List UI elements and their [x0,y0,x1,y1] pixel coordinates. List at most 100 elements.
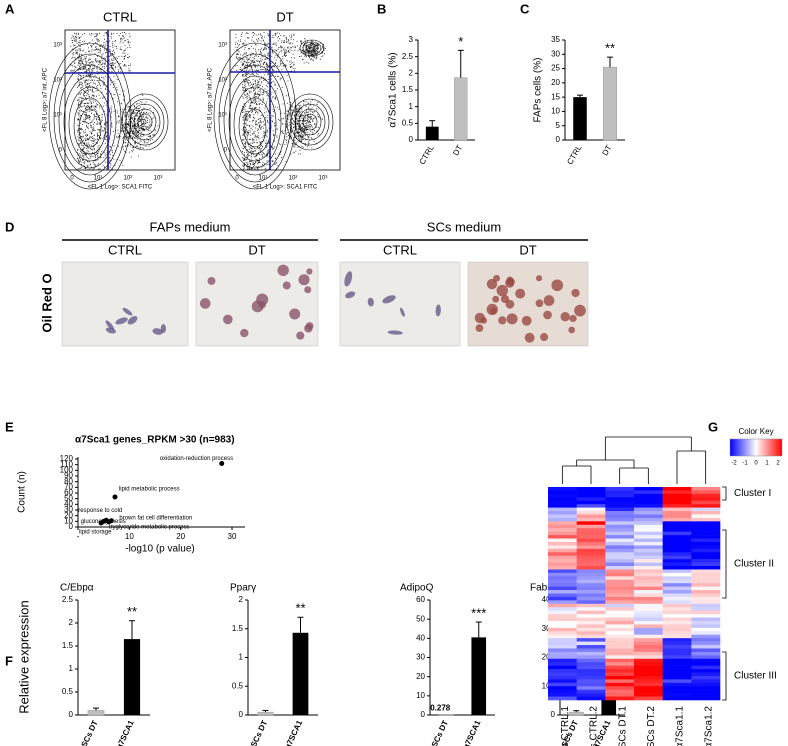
bar [87,710,105,716]
contour [137,113,153,131]
heat-cell [691,517,721,522]
cell [240,328,249,338]
heat-cell [634,689,663,694]
y-tick-label: 0 [556,135,561,144]
panel-label: F [5,653,13,668]
y-tick-label: 30 [551,49,560,58]
heat-cell [634,651,663,656]
heat-cell [662,572,692,577]
heat-cell [691,641,721,646]
significance: * [458,34,463,49]
heat-cell [662,648,692,653]
cell [296,331,305,340]
heat-cell [634,672,663,677]
heat-cell [576,511,606,515]
heat-cell [634,493,663,498]
bar [603,66,617,141]
heat-cell [548,596,577,601]
heat-cell [548,490,577,495]
contour [63,75,117,169]
heat-cell [548,535,577,539]
heat-cell [576,507,606,512]
cell [551,279,564,292]
significance: ** [295,601,305,616]
chart-title: α7Sca1 genes_RPKM >30 (n=983) [75,435,235,446]
condition-label: CTRL [108,242,142,257]
heat-cell [548,624,577,629]
heat-cell [576,566,606,570]
heat-cell [548,538,577,543]
contour [73,97,107,155]
cell [105,320,115,330]
key-tick-label: 0 [754,461,758,467]
column-label: SCs DT.2 [646,706,657,746]
heat-cell [691,555,721,560]
heat-cell [634,655,663,660]
y-tick-label: 10¹ [218,113,227,119]
heat-cell [605,493,635,498]
heat-cell [662,524,692,529]
heat-cell [691,696,721,701]
heat-cell [548,593,577,598]
heat-cell [576,579,606,584]
heat-cell [634,645,663,649]
contour [302,41,322,55]
x-tick-label: CTRL [565,143,584,166]
heat-cell [662,514,692,519]
heat-cell [548,487,577,491]
heat-cell [548,555,577,560]
heat-cell [605,610,635,615]
y-tick-label: 20 [64,511,73,520]
cell [222,314,233,325]
y-tick-label: 0.5 [232,681,244,690]
x-tick-label: SCs DT [80,719,100,746]
heat-cell [662,672,692,677]
heat-cell [576,490,606,495]
heat-cell [662,651,692,656]
heat-cell [548,504,577,508]
heat-cell [691,562,721,567]
heat-cell [662,511,692,515]
heat-cell [662,497,692,502]
y-tick-label: 70 [64,482,73,491]
heat-cell [605,569,635,574]
x-tick-label: DT [451,143,464,157]
heat-cell [605,521,635,526]
heat-cell [634,562,663,567]
heat-cell [634,538,663,543]
y-tick-label: 2.5 [402,52,414,61]
y-tick-label: 1.5 [402,85,414,94]
cell [486,303,498,316]
heat-cell [691,658,721,663]
heat-cell [576,504,606,508]
heat-cell [605,696,635,701]
heat-cell [605,627,635,632]
heat-cell [634,696,663,701]
heat-cell [634,521,663,526]
heat-cell [576,586,606,591]
cell [289,308,301,320]
heat-cell [548,552,577,557]
contour [298,108,322,136]
heat-cell [691,548,721,553]
y-tick-label: 5 [556,121,561,130]
cell [498,316,507,325]
bar [454,77,468,141]
cluster-bracket [722,529,727,599]
heat-cell [691,651,721,656]
heat-cell [662,555,692,560]
heat-cell [576,531,606,536]
heat-cell [691,497,721,502]
heat-cell [691,645,721,649]
heat-cell [548,645,577,649]
heat-cell [548,566,577,570]
heat-cell [634,497,663,502]
heat-cell [662,658,692,663]
heat-cell [576,689,606,694]
event-dots [70,32,159,171]
heat-cell [662,487,692,491]
y-tick-label: 2.5 [62,595,74,604]
heat-cell [576,638,606,642]
heat-cell [634,517,663,522]
cell [115,317,128,325]
